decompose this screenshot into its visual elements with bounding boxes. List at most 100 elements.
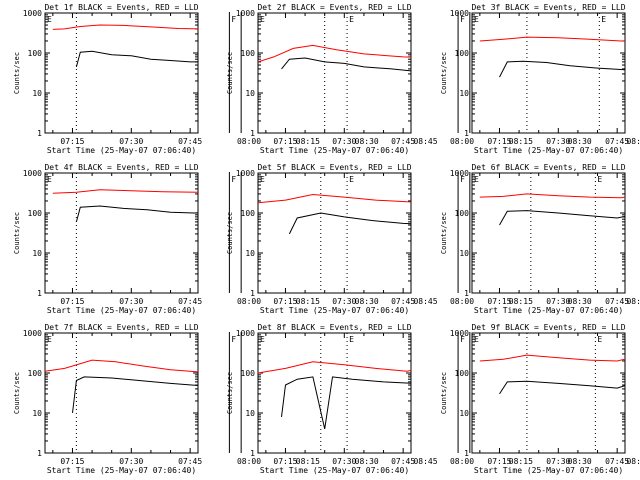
- x-tick-label: 07:30: [119, 137, 143, 146]
- f-marker-label: F: [231, 15, 236, 24]
- x-tick-label: 08:15: [296, 457, 320, 466]
- x-axis-label: Start Time (25-May-07 07:06:40): [47, 306, 196, 315]
- series-group: [45, 359, 198, 414]
- e-marker-label: E: [597, 175, 602, 184]
- y-tick-label: 1: [464, 129, 469, 138]
- panel-title: Det 3f BLACK = Events, RED = LLD: [471, 3, 625, 12]
- y-tick-label: 10: [32, 409, 42, 418]
- x-tick-label: 08:30: [568, 457, 592, 466]
- panel-det-3: Det 3f BLACK = Events, RED = LLD 1 10 100 10…: [440, 3, 629, 155]
- x-tick-label: 07:30: [332, 137, 356, 146]
- y-axis-label: Counts/sec: [440, 372, 448, 414]
- panel-det-1: Det 1f BLACK = Events, RED = LLD 1 10 100 10…: [13, 3, 438, 155]
- series-group: [52, 189, 198, 223]
- series-line-lld: [479, 354, 625, 362]
- x-axis-label: Start Time (25-May-07 07:06:40): [260, 146, 409, 155]
- corner-marker-label: E: [260, 15, 265, 24]
- series-line-lld: [479, 36, 625, 42]
- y-axis-label: Counts/sec: [13, 52, 21, 94]
- series-line-events: [72, 376, 198, 414]
- y-tick-label: 1000: [236, 9, 255, 18]
- x-tick-label: 08:00: [237, 297, 261, 306]
- x-axis-label: Start Time (25-May-07 07:06:40): [474, 146, 623, 155]
- e-marker-label: E: [349, 15, 354, 24]
- x-tick-label: 08:00: [450, 137, 474, 146]
- corner-marker-label: E: [47, 15, 52, 24]
- y-tick-label: 10: [459, 249, 469, 258]
- panel-title: Det 6f BLACK = Events, RED = LLD: [471, 163, 625, 172]
- x-tick-label: 08:00: [237, 137, 261, 146]
- x-tick-label: 08:45: [626, 457, 640, 466]
- y-tick-label: 10: [459, 409, 469, 418]
- corner-marker-label: E: [47, 335, 52, 344]
- x-tick-label: 08:45: [413, 137, 437, 146]
- y-tick-label: 1000: [23, 329, 42, 338]
- series-line-events: [499, 210, 625, 226]
- y-tick-label: 100: [455, 209, 470, 218]
- x-axis-label: Start Time (25-May-07 07:06:40): [47, 466, 196, 475]
- y-tick-label: 100: [455, 49, 470, 58]
- panel-title: Det 1f BLACK = Events, RED = LLD: [44, 3, 198, 12]
- series-line-lld: [258, 361, 411, 374]
- x-axis-label: Start Time (25-May-07 07:06:40): [260, 466, 409, 475]
- panel-det-4: Det 4f BLACK = Events, RED = LLD11010010…: [13, 163, 438, 315]
- y-tick-label: 10: [245, 249, 255, 258]
- series-group: [52, 24, 198, 68]
- panel-det-7: Det 7f BLACK = Events, RED = LLD11010010…: [13, 323, 438, 475]
- e-marker-label: E: [597, 335, 602, 344]
- x-tick-label: 07:45: [178, 137, 202, 146]
- x-tick-label: 07:30: [119, 297, 143, 306]
- plot-frame: [257, 332, 412, 454]
- x-tick-label: 07:15: [487, 457, 511, 466]
- x-tick-label: 07:15: [487, 137, 511, 146]
- y-axis-label: Counts/sec: [226, 212, 234, 254]
- corner-marker-label: E: [474, 335, 479, 344]
- x-tick-label: 08:30: [568, 297, 592, 306]
- e-marker-label: E: [349, 335, 354, 344]
- x-tick-label: 08:15: [509, 297, 533, 306]
- plot-frame: [471, 172, 626, 294]
- x-tick-label: 07:30: [332, 297, 356, 306]
- y-tick-label: 100: [241, 49, 256, 58]
- x-tick-label: 07:45: [391, 457, 415, 466]
- f-marker-label: F: [231, 175, 236, 184]
- plot-frame: [471, 332, 626, 454]
- x-tick-label: 07:30: [546, 137, 570, 146]
- e-marker-label: E: [601, 15, 606, 24]
- series-group: [258, 361, 411, 430]
- y-tick-label: 10: [245, 89, 255, 98]
- y-axis-label: Counts/sec: [226, 372, 234, 414]
- x-tick-label: 07:45: [391, 297, 415, 306]
- x-tick-label: 08:45: [626, 297, 640, 306]
- x-tick-label: 08:00: [450, 457, 474, 466]
- x-tick-label: 07:45: [178, 457, 202, 466]
- x-tick-label: 08:15: [509, 137, 533, 146]
- x-axis-label: Start Time (25-May-07 07:06:40): [47, 146, 196, 155]
- x-tick-label: 07:30: [332, 457, 356, 466]
- series-group: [258, 44, 411, 72]
- y-tick-label: 1: [250, 449, 255, 458]
- f-marker-label: F: [460, 335, 465, 344]
- plot-frame: [257, 172, 412, 294]
- x-tick-label: 07:15: [273, 297, 297, 306]
- corner-marker-label: E: [47, 175, 52, 184]
- y-axis-label: Counts/sec: [440, 212, 448, 254]
- x-axis-label: Start Time (25-May-07 07:06:40): [260, 306, 409, 315]
- panel-det-2: Det 2f BLACK = Events, RED = LLD11010010…: [226, 3, 640, 155]
- x-tick-label: 08:45: [413, 297, 437, 306]
- y-tick-label: 100: [455, 369, 470, 378]
- series-line-lld: [52, 189, 198, 194]
- y-tick-label: 1: [464, 449, 469, 458]
- y-tick-label: 1: [464, 289, 469, 298]
- x-axis-label: Start Time (25-May-07 07:06:40): [474, 466, 623, 475]
- x-tick-label: 08:30: [355, 137, 379, 146]
- y-tick-label: 100: [241, 209, 256, 218]
- y-tick-label: 1: [37, 129, 42, 138]
- series-line-events: [288, 212, 411, 235]
- y-tick-label: 1000: [236, 169, 255, 178]
- plot-frame: [257, 12, 412, 134]
- series-line-events: [499, 380, 625, 395]
- y-axis-label: Counts/sec: [440, 52, 448, 94]
- panel-det-8: Det 8f BLACK = Events, RED = LLD11010010…: [226, 323, 640, 475]
- y-tick-label: 1: [37, 449, 42, 458]
